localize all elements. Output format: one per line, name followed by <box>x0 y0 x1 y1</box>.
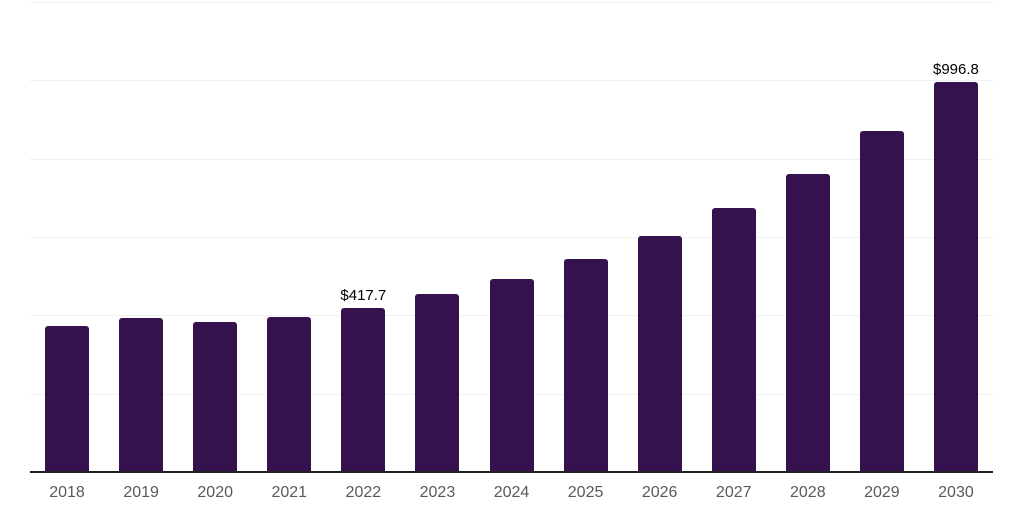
bar-2021[interactable] <box>267 316 312 472</box>
gridline-1000 <box>30 80 993 82</box>
x-tick-label-2022: 2022 <box>345 484 382 501</box>
x-tick-label-2029: 2029 <box>864 484 900 501</box>
gridline-600 <box>30 237 993 238</box>
gridline-800 <box>30 158 993 160</box>
x-tick-label-2019: 2019 <box>123 484 159 501</box>
bar-2025[interactable] <box>563 258 608 472</box>
bar-2029[interactable] <box>859 131 904 472</box>
x-tick-label-2018: 2018 <box>49 484 85 501</box>
x-tick-label-2030: 2030 <box>938 484 974 501</box>
bar-2028[interactable] <box>785 174 830 472</box>
x-axis-labels: 2018 2019 2020 2021 2022 2023 2024 2025 2026 2027… <box>30 484 993 504</box>
bar-2024[interactable] <box>489 278 534 472</box>
x-tick-label-2023: 2023 <box>419 484 456 501</box>
x-tick-label-2025: 2025 <box>567 484 604 501</box>
bar-2030[interactable] <box>933 81 978 472</box>
x-tick-label-2026: 2026 <box>641 484 678 501</box>
bar-2027[interactable] <box>711 208 756 472</box>
bar-2019[interactable] <box>119 318 164 472</box>
gridline-1200 <box>30 2 993 3</box>
x-tick-label-2020: 2020 <box>197 484 233 501</box>
x-tick-label-2024: 2024 <box>493 484 530 501</box>
x-tick-label-2028: 2028 <box>790 484 826 501</box>
x-tick-label-2027: 2027 <box>715 484 752 501</box>
bar-value-label-2030: $996.8 <box>933 60 979 78</box>
bar-2023[interactable] <box>415 294 460 472</box>
bar-value-label-2022: $417.7 <box>340 287 387 305</box>
bar-2022[interactable] <box>341 308 386 472</box>
bar-2018[interactable] <box>45 326 90 472</box>
x-axis-line <box>30 471 993 473</box>
x-tick-label-2021: 2021 <box>271 484 308 501</box>
plot-area: $417.7 $996.8 <box>30 2 993 472</box>
bar-2026[interactable] <box>637 235 682 472</box>
bar-2020[interactable] <box>193 322 238 472</box>
